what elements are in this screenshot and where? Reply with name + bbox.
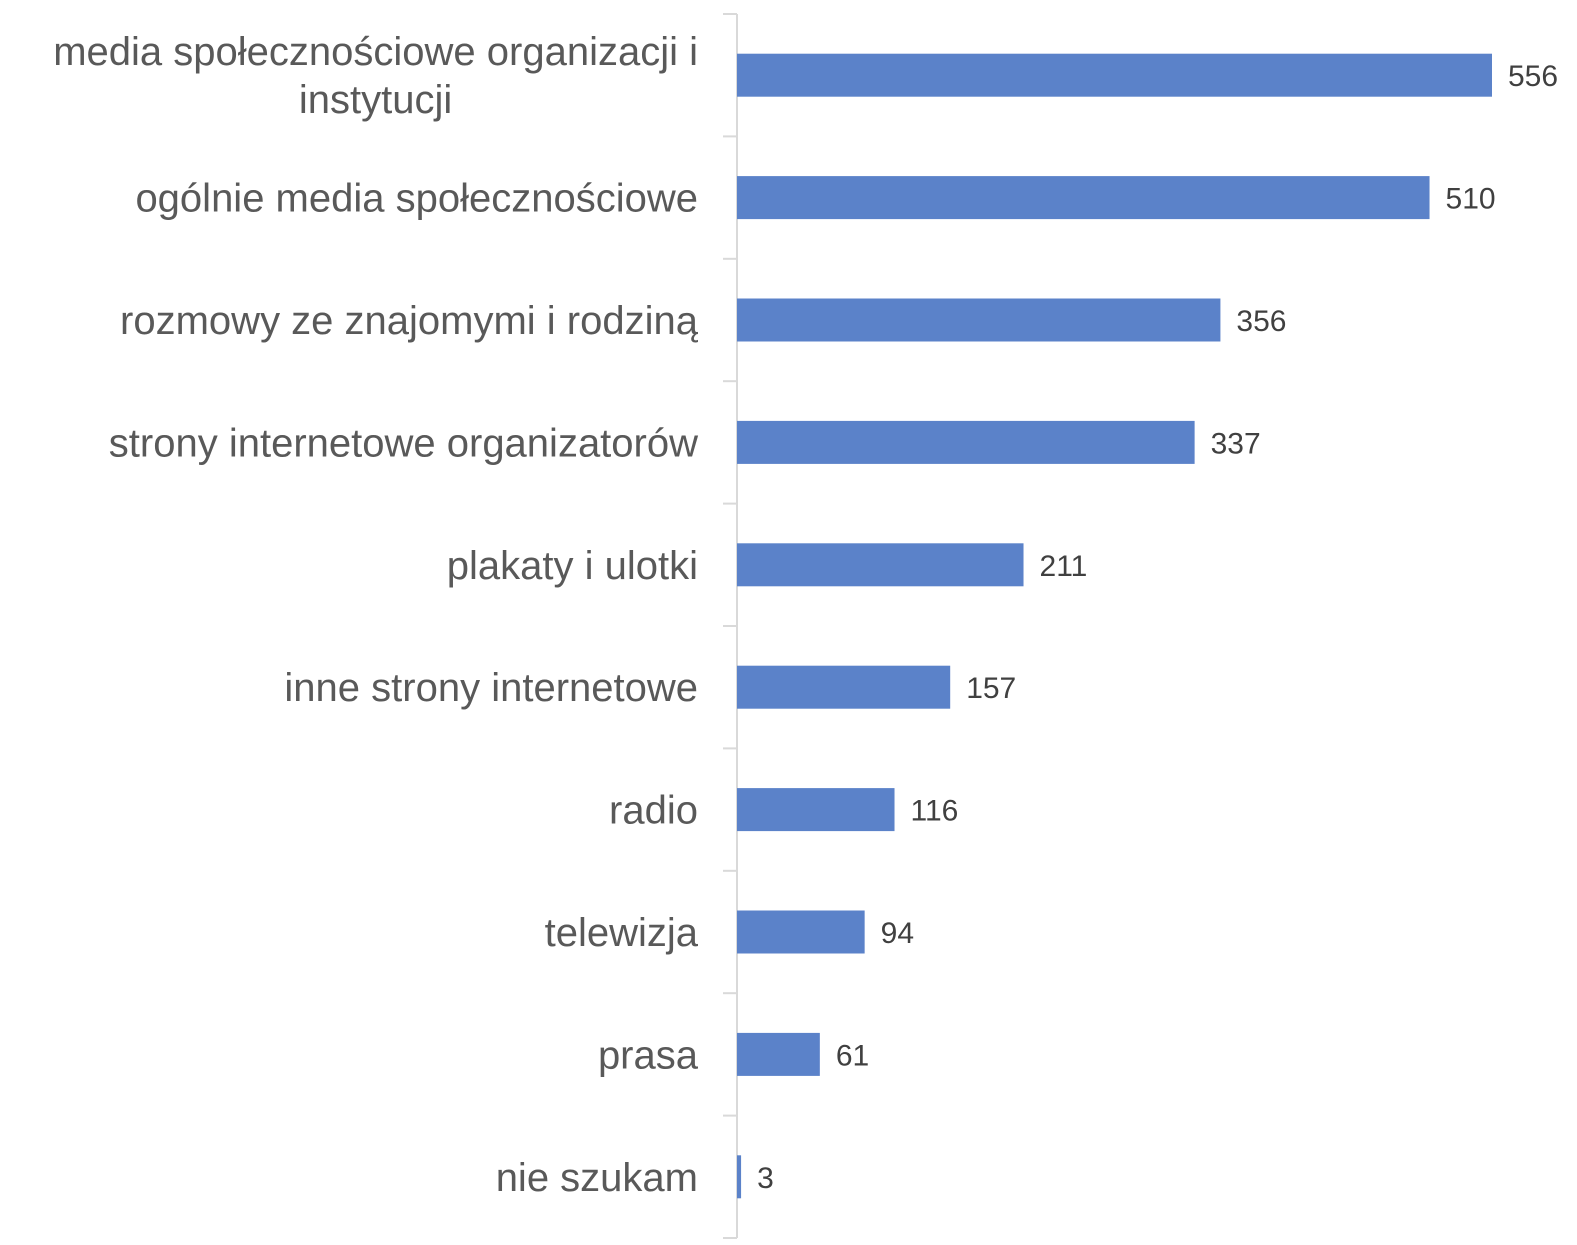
bars [737,53,1492,1199]
category-label-line: instytucji [299,78,452,122]
category-label: prasa [598,1033,699,1077]
category-label: strony internetowe organizatorów [109,421,698,465]
bar [737,298,1221,342]
bar [737,543,1024,587]
value-labels: 556 510 356 337 211 157 116 94 61 3 [757,60,1558,1195]
category-labels: media społecznościowe organizacji iinsty… [53,30,699,1200]
category-label: telewizja [545,911,699,955]
category-label: nie szukam [496,1156,698,1200]
bar [737,1155,742,1199]
category-label: inne strony internetowe [284,666,698,710]
data-label: 556 [1508,60,1558,93]
bar [737,420,1195,464]
category-label: radio [609,789,698,833]
category-label: rozmowy ze znajomymi i rodziną [120,299,699,343]
bar [737,788,895,832]
bar [737,53,1492,97]
data-label: 3 [757,1162,774,1195]
data-label: 356 [1236,305,1286,338]
category-label-line: media społecznościowe organizacji i [53,30,698,74]
category-label: media społecznościowe organizacji iinsty… [53,30,698,122]
data-label: 61 [836,1039,869,1072]
category-label: ogólnie media społecznościowe [135,177,698,221]
data-label: 116 [911,795,959,828]
category-axis [723,13,738,1239]
bar [737,665,951,709]
bar [737,1032,820,1076]
bar [737,176,1430,220]
data-label: 510 [1446,183,1496,216]
data-label: 157 [966,672,1016,705]
data-label: 337 [1211,427,1261,460]
category-label: plakaty i ulotki [447,544,698,588]
data-label: 211 [1040,550,1088,583]
data-label: 94 [881,917,914,950]
bar [737,910,865,954]
